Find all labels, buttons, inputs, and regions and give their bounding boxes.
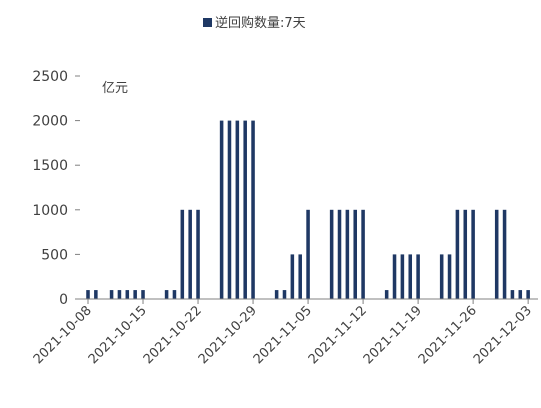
bar [274, 290, 279, 299]
bar [337, 209, 342, 299]
bar [133, 290, 137, 299]
bar [235, 120, 240, 299]
bar [227, 120, 232, 299]
bar [518, 290, 523, 299]
bar [510, 290, 515, 299]
y-tick-label: 500 [41, 247, 68, 263]
bar [463, 209, 468, 299]
legend-label: 逆回购数量:7天 [215, 15, 306, 31]
y-tick-label: 0 [59, 292, 68, 308]
bar [125, 290, 130, 299]
bar [494, 209, 499, 299]
bar [408, 254, 413, 299]
bar [172, 290, 177, 299]
bar [180, 209, 185, 299]
y-tick-label: 2500 [32, 69, 68, 85]
bar [384, 290, 389, 299]
y-axis-ticks: 0 500 1000 1500 2000 2500 [32, 69, 80, 308]
bar [188, 209, 192, 299]
bar [86, 290, 90, 299]
bar [526, 290, 530, 299]
bar [243, 120, 247, 299]
bar [282, 290, 287, 299]
bar [502, 209, 507, 299]
bar [251, 120, 255, 299]
bar [400, 254, 405, 299]
x-tick-label: 2021-11-05 [251, 303, 315, 367]
y-tick-label: 1000 [32, 203, 68, 219]
x-tick-label: 2021-11-12 [306, 303, 370, 367]
bar [94, 290, 98, 299]
x-tick-label: 2021-10-29 [196, 303, 260, 367]
x-tick-label: 2021-11-26 [416, 303, 480, 367]
bars [86, 120, 530, 299]
x-tick-label: 2021-10-08 [31, 303, 95, 367]
x-tick-label: 2021-11-19 [361, 303, 425, 367]
bar [109, 290, 114, 299]
legend: 逆回购数量:7天 [203, 15, 306, 31]
bar [298, 254, 302, 299]
x-tick-label: 2021-12-03 [471, 303, 535, 367]
y-tick-label: 1500 [32, 158, 68, 174]
bar [353, 209, 357, 299]
bar [361, 209, 365, 299]
y-tick-label: 2000 [32, 114, 68, 130]
unit-label: 亿元 [102, 81, 128, 96]
x-tick-label: 2021-10-15 [86, 303, 150, 367]
legend-swatch [203, 18, 212, 27]
x-axis-ticks: 2021-10-082021-10-152021-10-222021-10-29… [31, 299, 535, 367]
bar [455, 209, 460, 299]
bar [416, 254, 420, 299]
bar [392, 254, 397, 299]
x-tick-label: 2021-10-22 [141, 303, 205, 367]
bar [329, 209, 334, 299]
bar [471, 209, 475, 299]
bar [447, 254, 452, 299]
bar [164, 290, 169, 299]
bar [117, 290, 122, 299]
bar [345, 209, 350, 299]
bar [306, 209, 310, 299]
bar [141, 290, 145, 299]
bar [290, 254, 295, 299]
bar [439, 254, 444, 299]
bar [196, 209, 200, 299]
bar [219, 120, 224, 299]
